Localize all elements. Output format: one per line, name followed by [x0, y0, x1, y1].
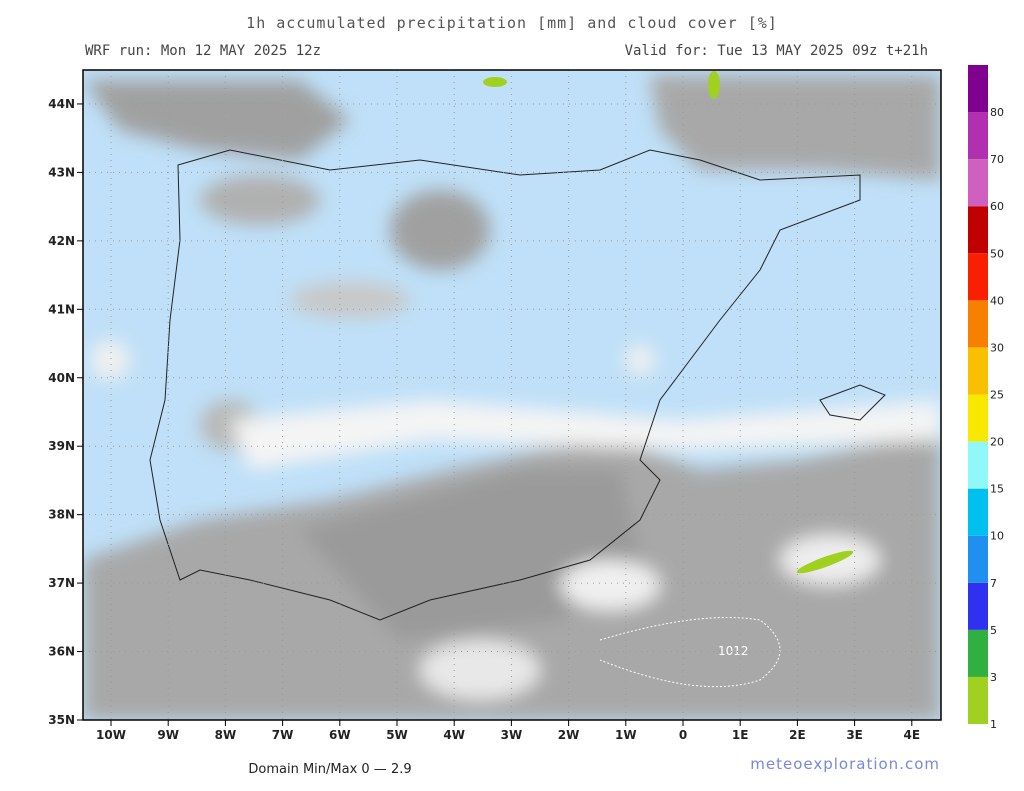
lon-label: 6W	[329, 728, 351, 742]
lon-label: 7W	[272, 728, 294, 742]
lat-label: 39N	[48, 439, 75, 453]
lat-label: 38N	[48, 508, 75, 522]
colorbar-label: 30	[990, 341, 1004, 354]
colorbar-swatch	[968, 582, 988, 630]
title: 1h accumulated precipitation [mm] and cl…	[246, 14, 778, 32]
cloud-cover	[83, 75, 941, 720]
colorbar-swatch	[968, 488, 988, 536]
colorbar-swatch	[968, 159, 988, 207]
colorbar-label: 15	[990, 483, 1004, 496]
lat-label: 42N	[48, 234, 75, 248]
colorbar-label: 50	[990, 247, 1004, 260]
precip-area	[708, 71, 720, 99]
isobar	[599, 617, 781, 688]
lat-label: 43N	[48, 165, 75, 179]
lon-label: 5W	[386, 728, 408, 742]
isobar-label: 1012	[718, 644, 749, 658]
colorbar-label: 1	[990, 718, 997, 731]
run-info: WRF run: Mon 12 MAY 2025 12z	[85, 43, 321, 59]
colorbar-swatch	[968, 629, 988, 677]
colorbar-swatch	[968, 112, 988, 160]
colorbar-label: 5	[990, 624, 997, 637]
map-area: 1012	[83, 70, 941, 720]
precip-area	[796, 550, 854, 574]
colorbar-swatch	[968, 441, 988, 489]
lon-label: 4W	[443, 728, 465, 742]
axes: 35N 36N 37N 38N 39N 40N 41N 42N 43N 44N 10W 9W 8W 7W 6…	[48, 97, 920, 742]
lon-label: 3W	[501, 728, 523, 742]
colorbar-label: 40	[990, 294, 1004, 307]
valid-info: Valid for: Tue 13 MAY 2025 09z t+21h	[625, 43, 928, 59]
lat-label: 40N	[48, 371, 75, 385]
coastline	[149, 149, 861, 621]
colorbar-swatch	[968, 253, 988, 301]
colorbar-label: 80	[990, 106, 1004, 119]
site-credit: meteoexploration.com	[750, 755, 940, 773]
lat-label: 44N	[48, 97, 75, 111]
colorbar-swatch	[968, 206, 988, 254]
lat-label: 37N	[48, 576, 75, 590]
colorbar-swatch	[968, 535, 988, 583]
colorbar-swatch	[968, 65, 988, 113]
colorbar-label: 7	[990, 577, 997, 590]
lat-label: 41N	[48, 302, 75, 316]
lat-label: 36N	[48, 645, 75, 659]
grid	[83, 70, 941, 720]
colorbar-swatch	[968, 300, 988, 348]
colorbar-label: 3	[990, 671, 997, 684]
lon-label: 1W	[615, 728, 637, 742]
map-frame	[82, 69, 942, 721]
colorbar-label: 10	[990, 530, 1004, 543]
lon-label: 8W	[215, 728, 237, 742]
lon-label: 10W	[96, 728, 126, 742]
colorbar-swatch	[968, 676, 988, 724]
colorbar-swatch	[968, 394, 988, 442]
lon-label: 2E	[789, 728, 806, 742]
lon-label: 1E	[732, 728, 749, 742]
precip-area	[483, 77, 507, 87]
domain-minmax: Domain Min/Max 0 — 2.9	[248, 762, 411, 777]
lon-label: 3E	[846, 728, 863, 742]
lon-label: 2W	[558, 728, 580, 742]
colorbar-label: 20	[990, 436, 1004, 449]
island	[819, 384, 886, 421]
lon-label: 4E	[904, 728, 921, 742]
colorbar-swatch	[968, 347, 988, 395]
colorbar-label: 70	[990, 153, 1004, 166]
lat-label: 35N	[48, 713, 75, 727]
colorbar-label: 25	[990, 389, 1004, 402]
colorbar: 1 3 5 7 10 15 20 25 30 40 50 60 70 80	[968, 65, 1004, 731]
lon-label: 9W	[157, 728, 179, 742]
colorbar-label: 60	[990, 200, 1004, 213]
lon-label: 0	[679, 728, 687, 742]
